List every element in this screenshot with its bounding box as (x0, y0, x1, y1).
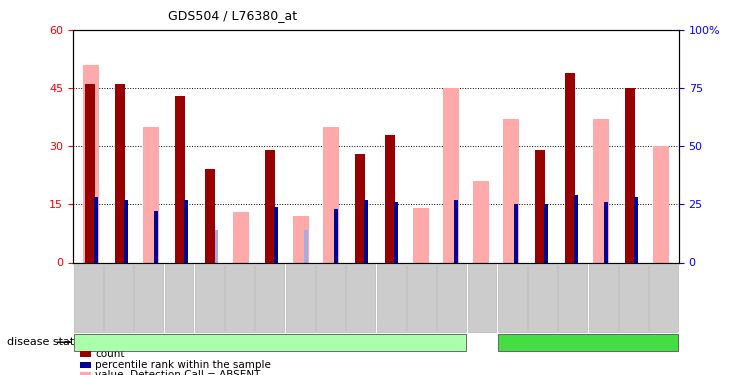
Bar (394, 202, 399, 262)
Bar (323, 127, 339, 262)
Bar (214, 230, 218, 262)
Bar (564, 73, 575, 262)
Text: GSM12592: GSM12592 (235, 271, 244, 320)
Text: count: count (95, 350, 124, 359)
Bar (534, 150, 545, 262)
Text: value, Detection Call = ABSENT: value, Detection Call = ABSENT (95, 370, 261, 375)
Bar (574, 195, 578, 262)
Bar (514, 204, 518, 262)
Text: GSM12604: GSM12604 (599, 271, 607, 320)
Bar (154, 211, 158, 262)
Bar (355, 154, 365, 262)
Bar (653, 146, 669, 262)
Text: GSM12587: GSM12587 (84, 271, 93, 320)
Bar (174, 96, 185, 262)
Bar (184, 200, 188, 262)
Bar (334, 209, 339, 262)
Text: GDS504 / L76380_at: GDS504 / L76380_at (168, 9, 297, 22)
Bar (502, 119, 519, 262)
Bar (593, 119, 610, 262)
Text: GSM12588: GSM12588 (114, 271, 123, 320)
Text: pulmonary arterial hypertension: pulmonary arterial hypertension (185, 337, 355, 347)
Text: GSM12601: GSM12601 (508, 271, 517, 320)
Bar (293, 216, 310, 262)
Bar (625, 88, 635, 262)
Bar (94, 197, 99, 262)
Bar (124, 200, 128, 262)
Bar (274, 207, 278, 262)
Text: GSM12594: GSM12594 (296, 271, 304, 320)
Text: normal: normal (569, 337, 607, 347)
Bar (85, 84, 95, 262)
Text: GSM12589: GSM12589 (145, 271, 153, 320)
Text: GSM12599: GSM12599 (447, 271, 456, 320)
Bar (634, 197, 639, 262)
Bar (385, 135, 395, 262)
Text: GSM12596: GSM12596 (356, 271, 365, 320)
Bar (442, 88, 459, 262)
Text: GSM12605: GSM12605 (629, 271, 638, 320)
Bar (472, 181, 489, 262)
Text: percentile rank within the sample: percentile rank within the sample (95, 360, 271, 370)
Text: GSM12595: GSM12595 (326, 271, 335, 320)
Bar (454, 200, 458, 262)
Bar (233, 212, 250, 262)
Bar (364, 200, 369, 262)
Bar (604, 202, 608, 262)
Bar (304, 230, 309, 262)
Bar (204, 170, 215, 262)
Bar (115, 84, 125, 262)
Text: GSM12602: GSM12602 (538, 271, 547, 320)
Text: GSM12600: GSM12600 (477, 271, 486, 320)
Text: GSM12593: GSM12593 (266, 271, 274, 320)
Bar (82, 65, 99, 262)
Bar (412, 208, 429, 262)
Bar (544, 204, 548, 262)
Bar (265, 150, 275, 262)
Text: GSM12590: GSM12590 (174, 271, 183, 320)
Bar (142, 127, 159, 262)
Text: GSM12606: GSM12606 (659, 271, 668, 320)
Text: GSM12597: GSM12597 (387, 271, 396, 320)
Text: GSM12598: GSM12598 (417, 271, 426, 320)
Text: GSM12603: GSM12603 (569, 271, 577, 320)
Text: disease state: disease state (7, 337, 82, 347)
Text: GSM12591: GSM12591 (205, 271, 214, 320)
